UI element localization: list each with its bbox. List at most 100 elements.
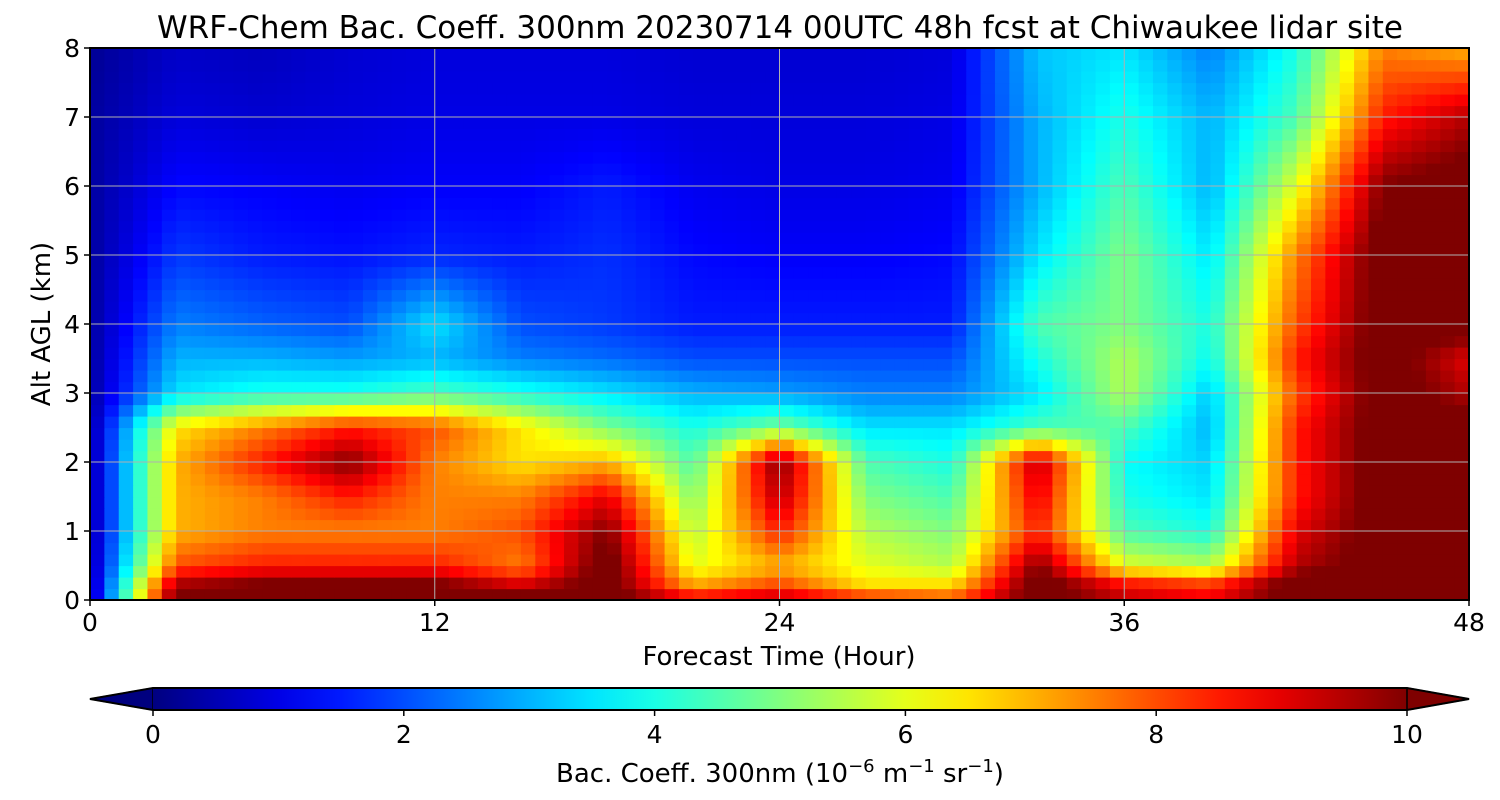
heatmap-cell <box>1440 427 1456 440</box>
heatmap-cell <box>894 542 910 555</box>
heatmap-cell <box>578 48 594 61</box>
heatmap-cell <box>736 508 752 521</box>
heatmap-cell <box>765 358 781 371</box>
heatmap-cell <box>147 324 163 337</box>
heatmap-cell <box>1081 255 1097 268</box>
heatmap-cell <box>1009 324 1025 337</box>
heatmap-cell <box>204 117 220 130</box>
heatmap-cell <box>1023 105 1039 118</box>
heatmap-cell <box>1009 48 1025 61</box>
heatmap-cell <box>1009 381 1025 394</box>
heatmap-cell <box>1282 542 1298 555</box>
heatmap-cell <box>937 381 953 394</box>
heatmap-cell <box>348 577 364 590</box>
heatmap-cell <box>118 105 134 118</box>
heatmap-cell <box>1196 404 1212 417</box>
heatmap-cell <box>204 186 220 199</box>
heatmap-cell <box>190 577 206 590</box>
heatmap-cell <box>449 370 465 383</box>
heatmap-cell <box>1239 462 1255 475</box>
heatmap-cell <box>334 496 350 509</box>
heatmap-cell <box>1425 588 1441 601</box>
heatmap-cell <box>1382 71 1398 84</box>
heatmap-cell <box>607 485 623 498</box>
heatmap-cell <box>851 232 867 245</box>
heatmap-cell <box>1339 59 1355 72</box>
heatmap-cell <box>118 163 134 176</box>
heatmap-cell <box>980 381 996 394</box>
heatmap-cell <box>894 508 910 521</box>
heatmap-cell <box>1425 59 1441 72</box>
heatmap-cell <box>204 496 220 509</box>
heatmap-cell <box>1196 105 1212 118</box>
heatmap-cell <box>1239 174 1255 187</box>
heatmap-cell <box>1310 577 1326 590</box>
heatmap-cell <box>980 542 996 555</box>
heatmap-cell <box>1181 59 1197 72</box>
heatmap-cell <box>1339 48 1355 61</box>
heatmap-cell <box>1066 393 1082 406</box>
heatmap-cell <box>90 393 105 406</box>
heatmap-cell <box>1382 59 1398 72</box>
heatmap-cell <box>937 577 953 590</box>
heatmap-cell <box>1296 278 1312 291</box>
heatmap-cell <box>592 335 608 348</box>
heatmap-cell <box>520 588 536 601</box>
heatmap-cell <box>1081 370 1097 383</box>
heatmap-cell <box>1310 370 1326 383</box>
heatmap-cell <box>1138 82 1154 95</box>
heatmap-cell <box>980 94 996 107</box>
heatmap-cell <box>1354 71 1370 84</box>
heatmap-cell <box>1066 209 1082 222</box>
heatmap-cell <box>147 243 163 256</box>
heatmap-cell <box>248 393 263 406</box>
heatmap-cell <box>291 439 307 452</box>
heatmap-cell <box>104 151 120 164</box>
heatmap-cell <box>233 450 249 463</box>
heatmap-cell <box>248 577 263 590</box>
heatmap-cell <box>707 232 723 245</box>
heatmap-cell <box>276 427 292 440</box>
heatmap-cell <box>621 531 637 544</box>
heatmap-cell <box>1138 186 1154 199</box>
heatmap-cell <box>808 278 824 291</box>
heatmap-cell <box>650 312 666 325</box>
heatmap-cell <box>248 588 263 601</box>
heatmap-cell <box>1425 324 1441 337</box>
heatmap-cell <box>1210 508 1226 521</box>
heatmap-cell <box>779 197 795 210</box>
heatmap-cell <box>1167 519 1183 532</box>
heatmap-cell <box>406 289 421 302</box>
heatmap-cell <box>334 94 350 107</box>
heatmap-cell <box>693 278 709 291</box>
heatmap-cell <box>492 588 508 601</box>
heatmap-cell <box>693 140 709 153</box>
y-tick-label: 6 <box>64 172 80 201</box>
heatmap-cell <box>1181 128 1197 141</box>
heatmap-cell <box>678 450 694 463</box>
heatmap-cell <box>420 462 436 475</box>
heatmap-cell <box>291 105 307 118</box>
heatmap-cell <box>406 71 421 84</box>
heatmap-cell <box>391 393 407 406</box>
heatmap-cell <box>319 174 335 187</box>
heatmap-cell <box>1023 508 1039 521</box>
heatmap-cell <box>664 473 680 486</box>
heatmap-cell <box>966 151 982 164</box>
heatmap-cell <box>147 416 163 429</box>
heatmap-cell <box>836 531 852 544</box>
heatmap-cell <box>1382 243 1398 256</box>
heatmap-cell <box>204 255 220 268</box>
heatmap-cell <box>348 71 364 84</box>
heatmap-cell <box>1196 140 1212 153</box>
heatmap-cell <box>1196 519 1212 532</box>
heatmap-cell <box>722 393 737 406</box>
heatmap-cell <box>1368 427 1384 440</box>
heatmap-cell <box>966 404 982 417</box>
heatmap-cell <box>348 416 364 429</box>
heatmap-cell <box>1196 59 1212 72</box>
heatmap-cell <box>1109 439 1125 452</box>
heatmap-cell <box>722 370 737 383</box>
heatmap-cell <box>147 335 163 348</box>
heatmap-cell <box>492 519 508 532</box>
